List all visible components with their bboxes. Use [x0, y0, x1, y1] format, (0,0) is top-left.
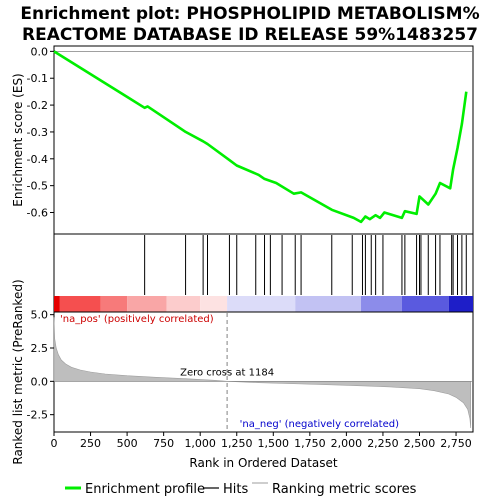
heat-band-segment — [166, 296, 201, 312]
heat-band-segment — [200, 296, 228, 312]
x-tick-label: 1,000 — [184, 437, 216, 450]
legend-hits-label: Hits — [223, 482, 248, 497]
x-axis-label: Rank in Ordered Dataset — [189, 456, 337, 470]
x-tick-label: 500 — [117, 437, 138, 450]
es-y-tick-label: 0.0 — [31, 45, 49, 58]
es-y-tick-label: -0.2 — [27, 99, 48, 112]
es-y-tick-label: -0.3 — [27, 126, 48, 139]
enrichment-profile-line — [53, 50, 468, 224]
heat-band-segment — [100, 296, 128, 312]
x-tick-label: 2,000 — [331, 437, 363, 450]
hits-panel — [53, 233, 474, 313]
es-y-axis-label: Enrichment score (ES) — [11, 73, 25, 206]
metric-y-axis-label: Ranked list metric (PreRanked) — [11, 279, 25, 464]
ranking-metric-area — [53, 317, 471, 429]
heat-band-segment — [227, 296, 296, 312]
heat-band-segment — [59, 296, 101, 312]
x-tick-label: 750 — [153, 437, 174, 450]
es-y-tick-label: -0.5 — [27, 180, 48, 193]
metric-y-tick-label: 2.5 — [31, 342, 49, 355]
x-tick-label: 2,750 — [440, 437, 472, 450]
es-y-tick-label: -0.4 — [27, 153, 48, 166]
legend: Enrichment profile Hits Ranking metric s… — [65, 482, 417, 497]
es-y-tick-label: -0.1 — [27, 72, 48, 85]
heat-band-segment — [54, 296, 60, 312]
heat-band-segment — [295, 296, 362, 312]
x-tick-label: 1,750 — [294, 437, 326, 450]
es-plot-frame — [53, 45, 474, 235]
heat-band-segment — [448, 296, 473, 312]
ranked-metric-panel: Zero cross at 1184 'na_pos' (positively c… — [11, 279, 474, 470]
metric-y-tick-label: 5.0 — [31, 309, 49, 322]
x-tick-label: 2,250 — [367, 437, 399, 450]
legend-metric-label: Ranking metric scores — [272, 482, 417, 497]
x-tick-label: 2,500 — [404, 437, 436, 450]
chart-title-line-1: Enrichment plot: PHOSPHOLIPID METABOLISM… — [20, 4, 479, 24]
legend-profile-label: Enrichment profile — [85, 482, 205, 497]
es-y-tick-label: -0.6 — [27, 207, 48, 220]
metric-plot-frame — [53, 311, 474, 433]
heat-band-segment — [127, 296, 167, 312]
negative-correlation-label: 'na_neg' (negatively correlated) — [240, 419, 399, 430]
x-tick-label: 0 — [51, 437, 58, 450]
x-tick-label: 1,500 — [258, 437, 290, 450]
metric-y-tick-label: -2.5 — [27, 409, 48, 422]
chart-title-line-2: REACTOME DATABASE ID RELEASE 59%1483257 — [22, 25, 478, 45]
metric-y-tick-label: 0.0 — [31, 375, 49, 388]
positive-correlation-label: 'na_pos' (positively correlated) — [60, 314, 214, 325]
heat-band-segment — [401, 296, 449, 312]
zero-cross-label: Zero cross at 1184 — [180, 367, 274, 378]
heat-band-segment — [361, 296, 402, 312]
x-tick-label: 250 — [80, 437, 101, 450]
x-tick-label: 1,250 — [221, 437, 253, 450]
